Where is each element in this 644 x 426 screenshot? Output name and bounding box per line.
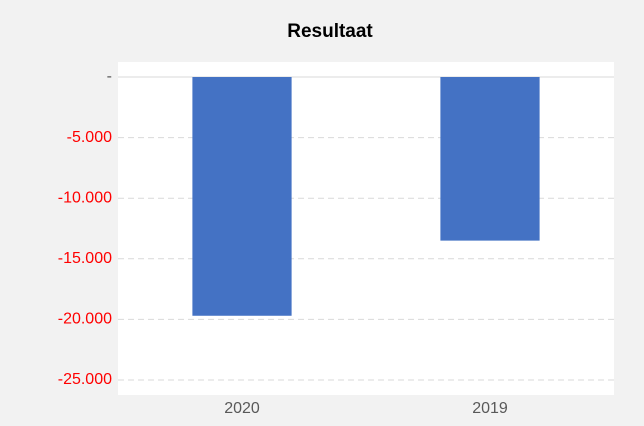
y-tick-label: -25.000 xyxy=(58,371,112,388)
x-tick-label: 2020 xyxy=(224,400,260,417)
x-tick-label: 2019 xyxy=(472,400,508,417)
chart-title: Resultaat xyxy=(287,21,373,42)
bar xyxy=(440,77,540,241)
y-tick-label: -15.000 xyxy=(58,250,112,267)
y-tick-label: - xyxy=(107,68,112,85)
y-tick-label: -10.000 xyxy=(58,189,112,206)
y-tick-label: -20.000 xyxy=(58,311,112,328)
y-tick-label: -5.000 xyxy=(67,129,112,146)
bar xyxy=(192,77,292,316)
